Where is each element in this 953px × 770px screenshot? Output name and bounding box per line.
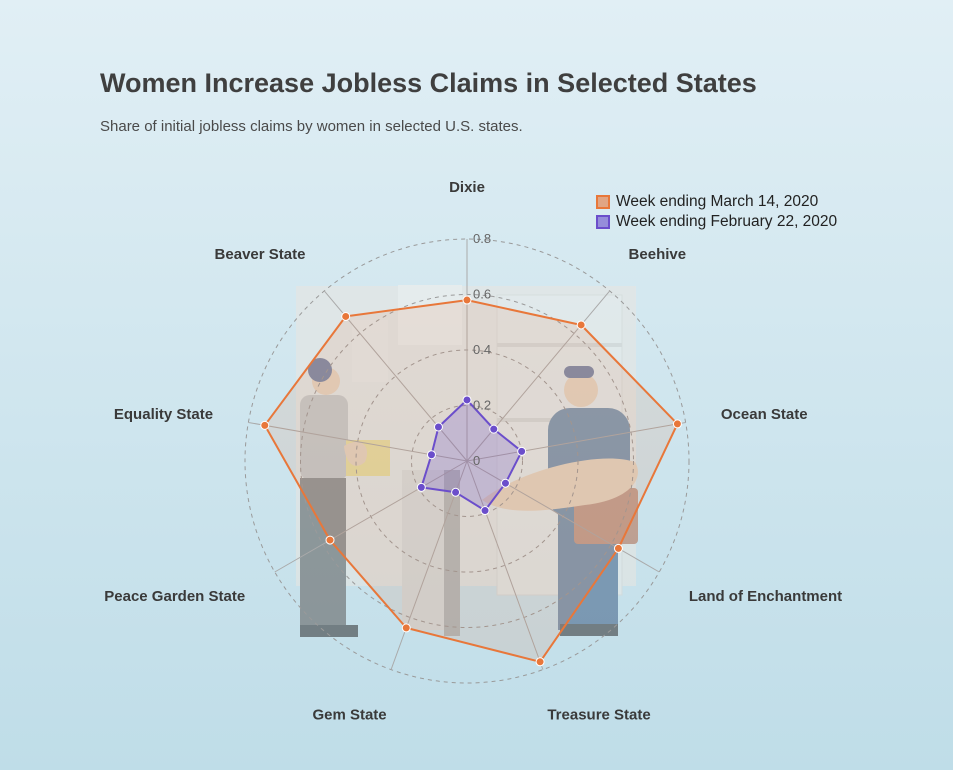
data-point[interactable] [426,450,436,460]
chart-title: Women Increase Jobless Claims in Selecte… [100,68,757,98]
chart-subtitle: Share of initial jobless claims by women… [100,118,523,135]
radial-tick-label: 0.6 [473,287,491,302]
radial-tick-label: 0.8 [473,231,491,246]
legend-item-february[interactable]: Week ending February 22, 2020 [596,212,837,232]
radar-spokes [248,239,686,670]
data-point[interactable] [613,543,623,553]
category-label: Dixie [449,179,485,196]
spoke-line [274,460,468,573]
series-area [263,299,679,663]
data-point[interactable] [462,395,472,405]
category-label: Land of Enchantment [689,588,842,605]
grid-ring [244,238,690,684]
chart-legend[interactable]: Week ending March 14, 2020 Week ending F… [596,192,837,232]
radial-tick-label: 0.4 [473,342,491,357]
data-point[interactable] [517,446,527,456]
category-labels: Dixie Beehive Ocean State Land of Enchantme… [104,179,842,724]
background-illustration [296,285,638,637]
radial-tick-labels: 0 0.2 0.4 0.6 0.8 [473,231,491,468]
category-label: Gem State [312,707,386,724]
data-point[interactable] [500,478,510,488]
data-point[interactable] [341,311,351,321]
legend-label-february: Week ending February 22, 2020 [616,213,838,230]
data-point[interactable] [433,422,443,432]
spoke-line [466,460,544,670]
category-label: Beaver State [215,246,306,263]
category-label: Beehive [629,246,687,263]
category-label: Peace Garden State [104,588,245,605]
data-point[interactable] [489,424,499,434]
spoke-line [466,421,686,462]
legend-swatch-march [596,195,610,209]
radial-tick-label: 0 [473,453,480,468]
category-label: Treasure State [547,707,650,724]
legend-label-march: Week ending March 14, 2020 [616,193,819,210]
category-label: Equality State [114,406,213,423]
data-point[interactable] [451,487,461,497]
data-point[interactable] [325,535,335,545]
category-label: Ocean State [721,406,808,423]
spoke-line [466,460,660,573]
data-point[interactable] [462,295,472,305]
data-point[interactable] [416,482,426,492]
legend-swatch-february [596,215,610,229]
data-point[interactable] [401,623,411,633]
series-0 [260,295,682,667]
data-point[interactable] [480,506,490,516]
radial-tick-label: 0.2 [473,398,491,413]
data-point[interactable] [535,657,545,667]
data-point[interactable] [260,420,270,430]
data-point[interactable] [576,320,586,330]
grid-ring [411,405,523,517]
series-1 [416,395,527,516]
data-point[interactable] [672,419,682,429]
series-area [420,398,523,512]
spoke-line [466,290,611,462]
radar-series [260,295,682,667]
legend-item-march[interactable]: Week ending March 14, 2020 [596,192,837,212]
